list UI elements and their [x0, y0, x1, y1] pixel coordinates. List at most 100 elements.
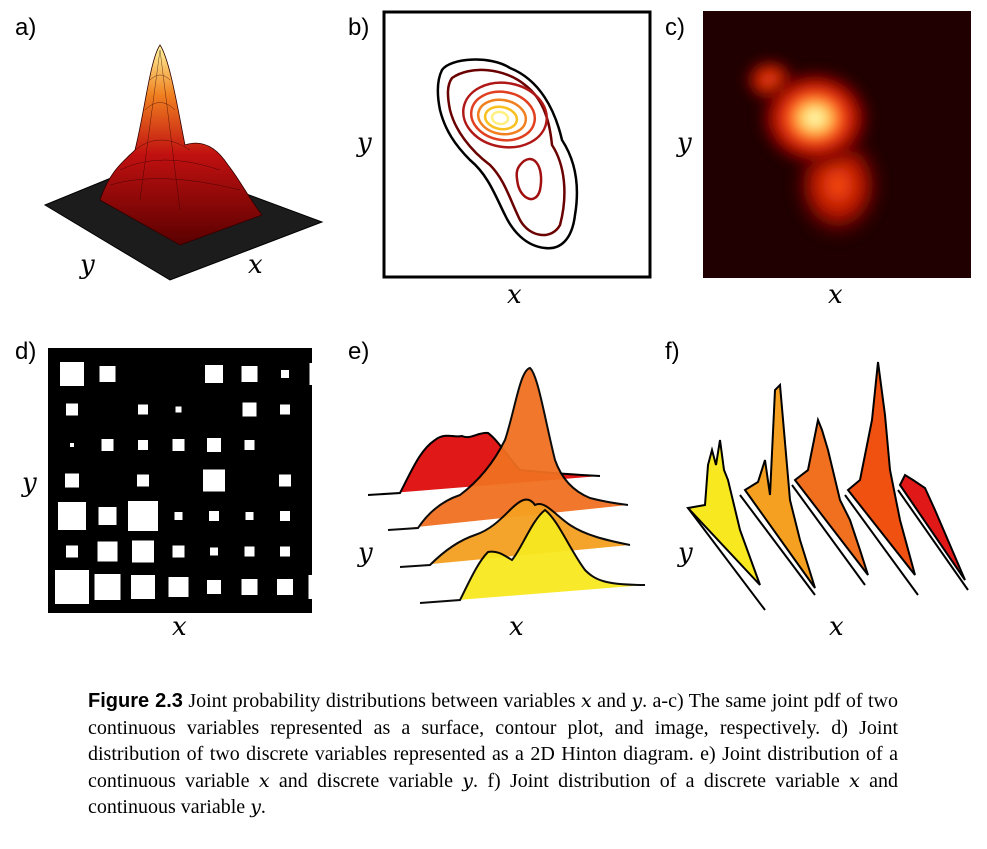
- hinton-square: [207, 580, 221, 594]
- hinton-square: [98, 507, 117, 525]
- xlabel-e: x: [509, 612, 524, 642]
- xlabel-d: x: [172, 612, 187, 642]
- caption-var-2: y: [631, 690, 643, 712]
- hinton-square: [280, 404, 290, 415]
- hinton-square: [314, 510, 327, 522]
- caption-text-1: Joint probability distributions between …: [182, 690, 581, 712]
- hinton-square: [65, 473, 79, 488]
- ylabel-f: y: [678, 538, 693, 568]
- ylabel-d: y: [22, 468, 37, 498]
- hinton-square: [277, 579, 293, 595]
- caption-text-6: and continuous variable: [88, 769, 899, 819]
- hinton-square: [101, 439, 114, 451]
- contour-second-peak: [515, 157, 543, 201]
- hinton-square: [313, 473, 328, 488]
- panel-label-c: c): [665, 14, 685, 41]
- hinton-square: [97, 541, 118, 562]
- hinton-square: [315, 440, 326, 450]
- hinton-square: [99, 366, 116, 382]
- panel-label-e: e): [348, 338, 370, 365]
- slice-4: [846, 361, 916, 576]
- hinton-square: [244, 546, 255, 557]
- slice-2-axis: [739, 494, 816, 596]
- hinton-square: [94, 574, 121, 600]
- panel-label-f: f): [665, 338, 680, 365]
- hinton-square: [172, 439, 185, 451]
- hinton-square: [168, 577, 189, 597]
- hinton-square: [244, 440, 255, 450]
- contour-4: [469, 90, 537, 142]
- hinton-square: [60, 362, 84, 386]
- caption-text-4: and discrete variable: [269, 769, 463, 792]
- panel-label-d: d): [15, 338, 37, 365]
- hinton-square: [203, 469, 225, 492]
- hinton-square: [207, 438, 221, 452]
- hinton-square: [309, 363, 332, 385]
- slice-2: [743, 382, 816, 589]
- slice-4-axis: [844, 494, 919, 596]
- hinton-square: [279, 474, 291, 487]
- xlabel-c: x: [828, 280, 843, 310]
- hinton-square: [66, 545, 78, 558]
- slice-1-axis: [687, 507, 766, 611]
- hinton-square: [137, 474, 149, 487]
- hinton-square: [280, 511, 290, 521]
- hinton-bg: [48, 348, 312, 613]
- slice-1: [686, 439, 761, 586]
- hinton-square: [315, 404, 326, 415]
- caption-var-1: x: [580, 690, 592, 712]
- hinton-square: [174, 512, 183, 520]
- hinton-square: [70, 443, 74, 447]
- caption-text-2: and: [591, 690, 632, 712]
- hinton-square: [308, 575, 333, 599]
- caption-var-6: y: [250, 796, 261, 818]
- contour-2: [446, 68, 566, 237]
- xlabel-b: x: [507, 280, 522, 310]
- hinton-square: [138, 404, 148, 415]
- figure-number: Figure 2.3: [88, 690, 183, 712]
- hinton-square: [55, 570, 89, 604]
- ylabel-e: y: [358, 538, 373, 568]
- hinton-square: [128, 501, 158, 531]
- hinton-square: [241, 366, 258, 382]
- surface-mesh: [109, 49, 241, 211]
- panel-label-b: b): [348, 14, 370, 41]
- hinton-square: [66, 403, 78, 416]
- caption-text-5: . f) Joint distribution of a discrete va…: [473, 769, 850, 792]
- hinton-square: [241, 579, 258, 595]
- contour-3: [462, 81, 548, 149]
- ridge-row-2: [387, 366, 629, 531]
- ridge-row-4: [419, 508, 646, 604]
- xlabel-f: x: [829, 612, 844, 642]
- hinton-square: [175, 406, 182, 413]
- hinton-square: [314, 545, 327, 558]
- caption-var-5: x: [849, 769, 860, 792]
- contour-7: [490, 110, 510, 126]
- contour-5: [476, 98, 528, 136]
- caption-var-3: x: [258, 769, 270, 792]
- ylabel-b: y: [357, 128, 372, 158]
- hinton-square: [131, 575, 155, 599]
- contour-6: [483, 105, 519, 131]
- hinton-square: [132, 540, 154, 563]
- hinton-square: [205, 365, 223, 383]
- hinton-square: [280, 546, 290, 557]
- slice-5: [898, 473, 966, 581]
- hinton-square: [138, 440, 148, 450]
- hinton-square: [172, 545, 185, 558]
- panel-label-a: a): [15, 14, 37, 41]
- hinton-square: [245, 512, 254, 520]
- hinton-square: [281, 370, 289, 378]
- xlabel-a: x: [248, 250, 263, 280]
- hinton-square: [242, 402, 257, 417]
- heat-peak: [755, 66, 875, 170]
- ylabel-c: y: [677, 128, 692, 158]
- caption-text-7: .: [260, 796, 266, 818]
- slice-3-axis: [791, 484, 866, 586]
- hinton-square: [210, 547, 218, 556]
